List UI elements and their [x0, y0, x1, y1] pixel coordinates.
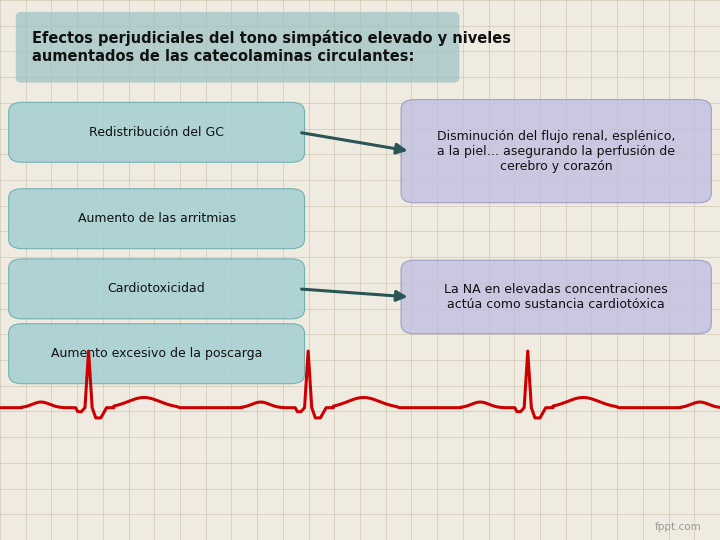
FancyBboxPatch shape: [9, 259, 305, 319]
Text: Efectos perjudiciales del tono simpático elevado y niveles
aumentados de las cat: Efectos perjudiciales del tono simpático…: [32, 30, 511, 64]
FancyBboxPatch shape: [401, 100, 711, 203]
Text: fppt.com: fppt.com: [655, 522, 702, 532]
FancyBboxPatch shape: [9, 324, 305, 383]
Text: Redistribución del GC: Redistribución del GC: [89, 126, 224, 139]
Text: Cardiotoxicidad: Cardiotoxicidad: [108, 282, 205, 295]
FancyBboxPatch shape: [16, 12, 459, 83]
Text: Aumento excesivo de la poscarga: Aumento excesivo de la poscarga: [51, 347, 262, 360]
FancyBboxPatch shape: [9, 102, 305, 162]
Text: La NA en elevadas concentraciones
actúa como sustancia cardiotóxica: La NA en elevadas concentraciones actúa …: [444, 283, 668, 311]
FancyBboxPatch shape: [9, 189, 305, 248]
Text: Disminución del flujo renal, esplénico,
a la piel… asegurando la perfusión de
ce: Disminución del flujo renal, esplénico, …: [437, 130, 675, 173]
Text: Aumento de las arritmias: Aumento de las arritmias: [78, 212, 235, 225]
FancyBboxPatch shape: [401, 260, 711, 334]
